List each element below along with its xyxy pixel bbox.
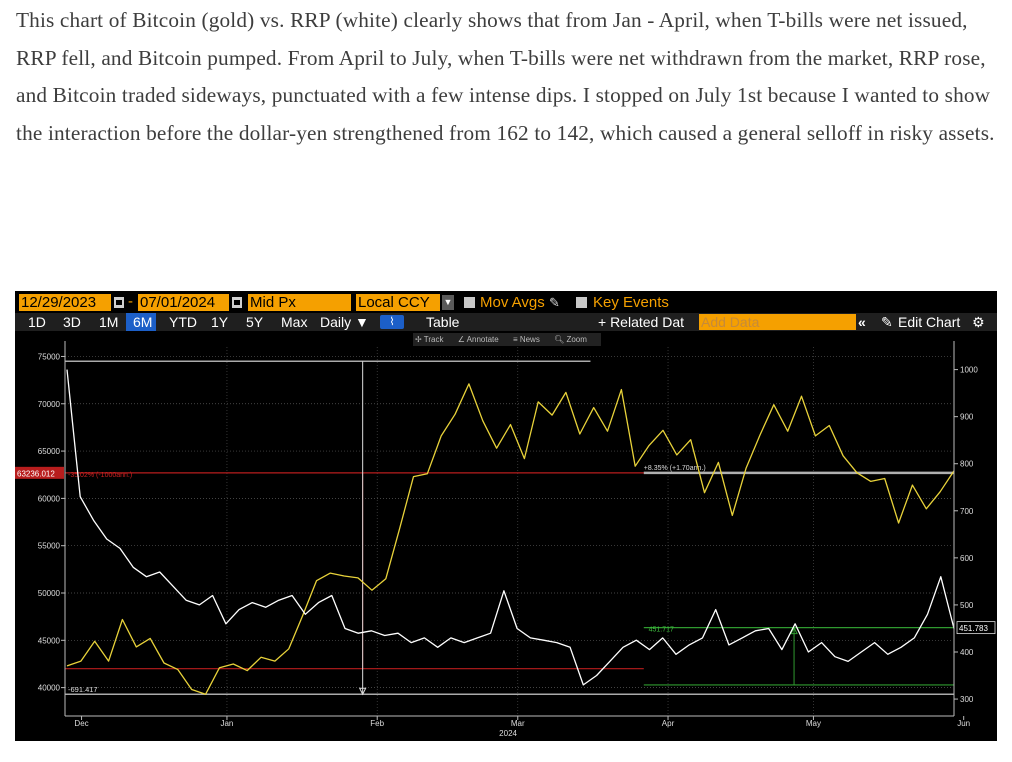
left-axis-tick-label: 40000 [38, 684, 61, 693]
left-axis-tick-label: 55000 [38, 542, 61, 551]
x-axis-tick-label: May [806, 719, 821, 728]
add-data-input[interactable]: Add Data [699, 314, 856, 330]
x-axis-tick-label: Dec [74, 719, 88, 728]
x-axis-tick-label: Jan [220, 719, 233, 728]
key-events-checkbox[interactable] [576, 297, 587, 308]
pencil-icon[interactable]: ✎ [881, 314, 893, 330]
bitcoin-series-line [66, 383, 955, 695]
period-max[interactable]: Max [281, 314, 308, 330]
mov-avgs-label: Mov Avgs [480, 294, 545, 311]
chart-tools-bar: ✢ Track ∠ Annotate ≡ News 🔍︎ Zoom [413, 333, 601, 346]
rrp-series-line [66, 369, 955, 686]
left-axis-tick-label: 50000 [38, 589, 61, 598]
bloomberg-chart-panel: 12/29/2023 - 07/01/2024 Mid Px Local CCY… [15, 291, 997, 741]
right-axis-tick-label: 300 [960, 695, 974, 704]
green-level-label: 451.717 [649, 627, 674, 634]
left-axis-tick-label: 60000 [38, 494, 61, 503]
toolbar-row-2: 1D 3D 1M 6M YTD 1Y 5Y Max Daily ▼ ⌇ Tabl… [15, 313, 997, 331]
mov-avgs-checkbox[interactable] [464, 297, 475, 308]
right-axis-tick-label: 700 [960, 507, 974, 516]
toolbar-row-1: 12/29/2023 - 07/01/2024 Mid Px Local CCY… [15, 293, 997, 311]
arrow-down-icon [358, 687, 367, 696]
calendar-icon[interactable] [114, 297, 124, 308]
left-axis-tick-label: 70000 [38, 400, 61, 409]
line-chart-icon[interactable]: ⌇ [380, 315, 404, 329]
left-axis-tick-label: 75000 [38, 352, 61, 361]
period-1y[interactable]: 1Y [211, 314, 229, 330]
article-paragraph: This chart of Bitcoin (gold) vs. RRP (wh… [16, 8, 995, 145]
period-1m[interactable]: 1M [99, 314, 119, 330]
right-axis-tick-label: 1000 [960, 366, 978, 375]
gear-icon[interactable]: ⚙ [972, 314, 985, 330]
chevron-down-icon[interactable]: ▼ [442, 295, 454, 310]
right-axis-tick-label: 500 [960, 601, 974, 610]
currency-select[interactable]: Local CCY [356, 294, 440, 311]
right-axis-tick-label: 900 [960, 413, 974, 422]
period-6m[interactable]: 6M [133, 314, 153, 330]
annotate-tool[interactable]: ∠ Annotate [457, 335, 499, 344]
frequency-select[interactable]: Daily ▼ [320, 314, 369, 330]
price-chart[interactable]: -35.02% (-1000ann.) -691.417 +8.35% (+1.70… [15, 291, 997, 741]
track-tool[interactable]: ✢ Track [415, 335, 444, 344]
x-axis-tick-label: Apr [662, 719, 675, 728]
zoom-tool[interactable]: 🔍︎ Zoom [554, 335, 587, 344]
right-current-tag [956, 621, 996, 635]
white-annotation-label: +8.35% (+1.70ann.) [644, 465, 706, 472]
period-1d[interactable]: 1D [28, 314, 46, 330]
rrp-low-label: -691.417 [68, 685, 98, 694]
x-axis-tick-label: Jun [957, 719, 970, 728]
start-date-field[interactable]: 12/29/2023 [19, 294, 111, 311]
right-axis-tick-label: 400 [960, 648, 974, 657]
period-selected-highlight [126, 313, 156, 331]
pencil-icon[interactable]: ✎ [549, 295, 560, 310]
left-current-value: 63236.012 [17, 469, 55, 478]
right-current-value: 451.783 [959, 624, 988, 633]
calendar-icon[interactable] [232, 297, 242, 308]
end-date-field[interactable]: 07/01/2024 [138, 294, 229, 311]
x-axis-tick-label: Mar [511, 719, 525, 728]
key-events-label: Key Events [593, 294, 669, 311]
period-5y[interactable]: 5Y [246, 314, 264, 330]
collapse-icon[interactable]: « [858, 314, 866, 330]
table-button[interactable]: Table [426, 314, 460, 330]
left-axis-tick-label: 45000 [38, 636, 61, 645]
period-ytd[interactable]: YTD [169, 314, 197, 330]
date-separator: - [128, 293, 133, 310]
related-data-button[interactable]: + Related Dat [598, 314, 684, 330]
right-axis-tick-label: 600 [960, 554, 974, 563]
red-annotation-label: -35.02% (-1000ann.) [68, 472, 132, 479]
x-axis-tick-label: Feb [370, 719, 384, 728]
right-axis-tick-label: 800 [960, 460, 974, 469]
left-axis-tick-label: 65000 [38, 447, 61, 456]
left-current-tag [15, 466, 64, 479]
x-axis-year-label: 2024 [499, 729, 517, 738]
news-tool[interactable]: ≡ News [512, 335, 540, 344]
arrow-up-icon [790, 626, 798, 635]
price-field-select[interactable]: Mid Px [248, 294, 351, 311]
edit-chart-button[interactable]: Edit Chart [898, 314, 961, 330]
period-3d[interactable]: 3D [63, 314, 81, 330]
